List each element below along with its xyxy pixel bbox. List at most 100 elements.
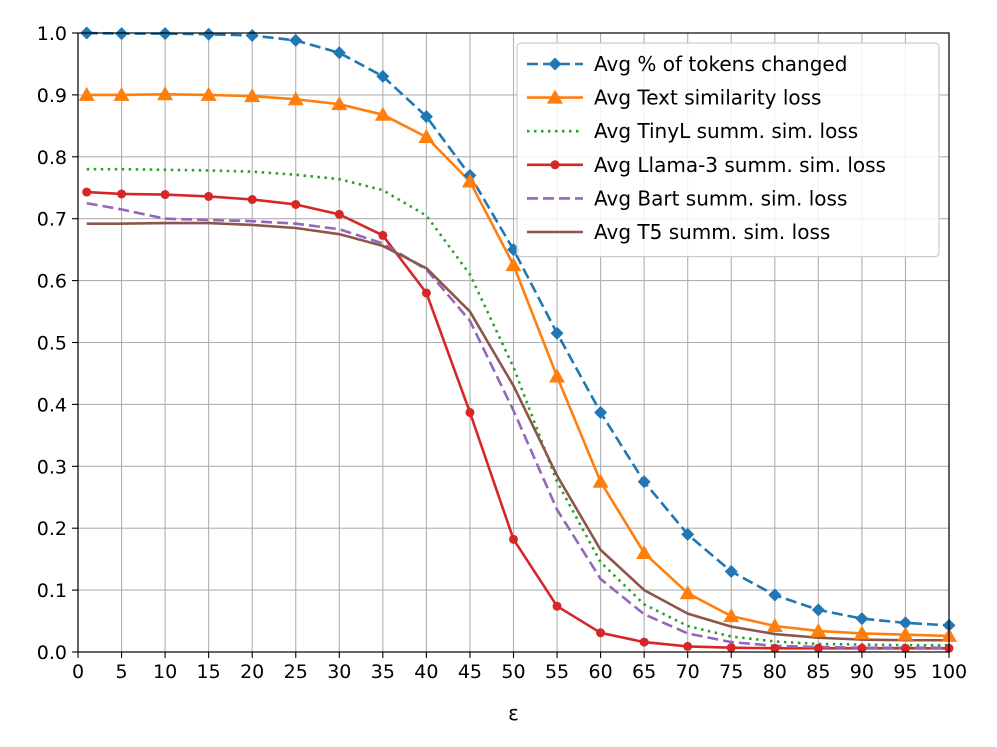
legend-marker [548, 57, 562, 71]
series-4-point [247, 195, 257, 205]
series-2-point [810, 622, 827, 637]
series-1-point [289, 33, 303, 47]
series-4-point [552, 601, 562, 611]
y-tick-label: 0.2 [37, 518, 67, 540]
series-4-point [378, 230, 388, 240]
series-1-point [811, 603, 825, 617]
y-tick-label: 0.0 [37, 642, 67, 664]
series-2-point [287, 91, 304, 106]
x-tick-label: 0 [72, 661, 84, 683]
x-tick-label: 95 [893, 661, 917, 683]
x-tick-label: 50 [501, 661, 525, 683]
x-tick-label: 25 [284, 661, 308, 683]
x-tick-label: 80 [763, 661, 787, 683]
series-2-point [78, 86, 95, 101]
x-tick-label: 30 [327, 661, 351, 683]
y-tick-label: 0.3 [37, 456, 67, 478]
series-4-point [639, 637, 649, 647]
series-2-point [244, 88, 261, 103]
y-tick-label: 0.9 [37, 85, 67, 107]
series-4-point [204, 191, 214, 201]
x-tick-label: 55 [545, 661, 569, 683]
legend-marker [547, 89, 563, 104]
x-tick-label: 40 [414, 661, 438, 683]
x-tick-label: 5 [116, 661, 128, 683]
series-1-point [594, 405, 608, 419]
series-4-point [82, 187, 92, 197]
series-1-point [332, 46, 346, 60]
series-4-point [770, 643, 780, 653]
x-tick-label: 65 [632, 661, 656, 683]
y-tick-label: 0.7 [37, 209, 67, 231]
series-4-point [421, 288, 431, 298]
series-4-point [160, 190, 170, 200]
series-2-point [374, 106, 391, 121]
series-line-6 [86, 221, 949, 642]
series-4-point [509, 534, 518, 544]
series-1-point [724, 565, 738, 579]
x-tick-label: 45 [458, 661, 482, 683]
series-1-point [681, 527, 695, 541]
series-1-point [419, 110, 433, 124]
series-4-point [813, 643, 823, 653]
series-2-point [418, 128, 435, 143]
series-2-point [505, 257, 522, 272]
legend: Avg % of tokens changed Avg Text similari… [516, 42, 940, 258]
series-1-point [898, 616, 912, 630]
series-4-point [465, 407, 475, 417]
series-4-point [683, 641, 693, 651]
series-2-point [549, 368, 566, 383]
legend-label: Avg T5 summ. sim. loss [594, 220, 830, 244]
y-tick-label: 0.4 [37, 394, 67, 416]
series-2-point [592, 473, 609, 488]
series-1-point [245, 28, 259, 42]
series-1-point [768, 588, 782, 602]
series-2-point [157, 86, 174, 101]
x-tick-label: 85 [806, 661, 830, 683]
y-tick-label: 0.5 [37, 333, 67, 355]
x-tick-label: 10 [153, 661, 177, 683]
series-1-point [158, 27, 172, 41]
series-1-point [202, 27, 216, 41]
series-2-point [897, 626, 914, 641]
x-tick-label: 70 [676, 661, 700, 683]
series-2-point [113, 86, 130, 101]
legend-box [516, 42, 940, 258]
y-axis-ticks: 0.0 0.1 0.2 0.3 0.4 0.5 0.6 0.7 0.8 0.9 1.0 [37, 23, 78, 664]
series-1-point [637, 475, 651, 489]
series-1-point [855, 612, 869, 626]
x-tick-label: 100 [931, 661, 967, 683]
series-4-point [291, 199, 301, 209]
series-4-point [726, 643, 736, 653]
x-tick-label: 35 [371, 661, 395, 683]
series-1-point [376, 69, 390, 83]
y-tick-label: 0.8 [37, 147, 67, 169]
series-4-point [334, 209, 344, 219]
x-axis-ticks: 0 5 10 15 20 25 30 35 40 45 50 55 60 65 70 75 80 85 90 95 10… [72, 652, 967, 683]
series-2-point [200, 86, 217, 101]
legend-label: Avg Llama-3 summ. sim. loss [594, 153, 886, 177]
legend-label: Avg TinyL summ. sim. loss [594, 119, 858, 143]
series-4-point [596, 628, 606, 638]
series-2-point [636, 544, 653, 559]
x-tick-label: 15 [197, 661, 221, 683]
series-4-point [857, 643, 867, 653]
x-tick-label: 20 [240, 661, 264, 683]
y-tick-label: 1.0 [37, 23, 67, 45]
x-tick-label: 90 [850, 661, 874, 683]
legend-label: Avg % of tokens changed [594, 52, 847, 76]
x-tick-label: 75 [719, 661, 743, 683]
series-4-point [900, 643, 910, 653]
series-2-point [723, 608, 740, 623]
y-tick-label: 0.1 [37, 580, 67, 602]
x-axis-label: ε [508, 701, 519, 725]
series-1-point [115, 27, 129, 41]
series-1-point [550, 326, 564, 340]
series-2-point [853, 625, 870, 640]
legend-marker [550, 160, 560, 170]
series-2-point [461, 173, 478, 188]
series-4-point [117, 189, 127, 199]
series-markers [78, 26, 957, 653]
series-2-point [766, 618, 783, 633]
series-line-5 [86, 201, 949, 649]
